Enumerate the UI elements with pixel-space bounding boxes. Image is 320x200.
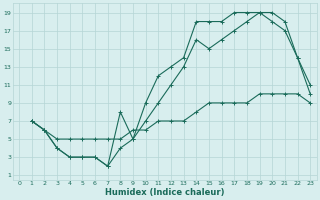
X-axis label: Humidex (Indice chaleur): Humidex (Indice chaleur) [105, 188, 224, 197]
